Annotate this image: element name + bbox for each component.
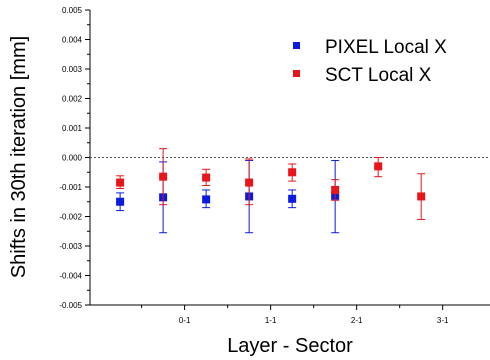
y-tick-label: -0.002 bbox=[59, 213, 82, 222]
legend-marker bbox=[293, 70, 300, 77]
data-point bbox=[288, 168, 297, 177]
x-tick-label: 2-1 bbox=[351, 316, 363, 325]
y-tick-label: 0.002 bbox=[62, 95, 83, 104]
y-tick-label: -0.001 bbox=[59, 183, 82, 192]
data-point bbox=[202, 195, 211, 204]
y-axis-title: Shifts in 30th iteration [mm] bbox=[8, 36, 30, 278]
x-tick-label: 3-1 bbox=[437, 316, 449, 325]
legend: PIXEL Local X SCT Local X bbox=[293, 37, 447, 86]
y-tick-label: 0.000 bbox=[62, 154, 83, 163]
data-point bbox=[374, 162, 383, 171]
y-tick-label: -0.003 bbox=[59, 242, 82, 251]
data-point bbox=[288, 194, 297, 203]
legend-label: PIXEL Local X bbox=[325, 37, 447, 58]
y-tick-label: 0.001 bbox=[62, 124, 83, 133]
data-point bbox=[116, 197, 125, 206]
y-tick-label: 0.003 bbox=[62, 65, 83, 74]
data-point bbox=[159, 172, 168, 181]
x-tick-label: 1-1 bbox=[265, 316, 277, 325]
plot-area bbox=[90, 148, 490, 234]
x-tick-label: 0-1 bbox=[179, 316, 191, 325]
data-point bbox=[417, 192, 426, 201]
y-tick-label: -0.005 bbox=[59, 301, 82, 310]
y-tick-label: -0.004 bbox=[59, 272, 82, 281]
legend-marker bbox=[293, 42, 300, 49]
axes: 0.005 0.004 0.003 0.002 0.001 0.000 -0.001 -0.0… bbox=[59, 6, 490, 325]
y-tick-label: 0.005 bbox=[62, 6, 83, 15]
data-point bbox=[331, 185, 340, 194]
x-axis-title: Layer - Sector bbox=[227, 335, 353, 357]
data-point bbox=[245, 178, 254, 187]
legend-label: SCT Local X bbox=[325, 65, 432, 86]
data-point bbox=[116, 178, 125, 187]
data-point bbox=[202, 173, 211, 182]
y-tick-label: 0.004 bbox=[62, 36, 83, 45]
